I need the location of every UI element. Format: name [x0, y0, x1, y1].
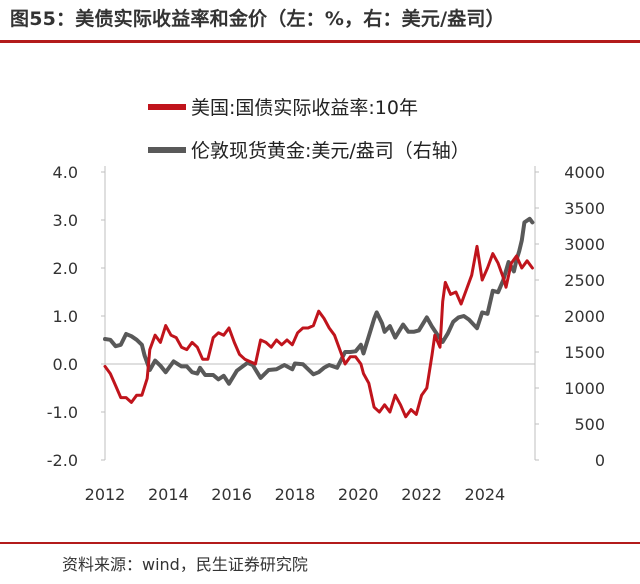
- x-tick-label: 2014: [148, 485, 189, 504]
- right-tick-label: 1500: [564, 343, 605, 362]
- series-lines: [103, 216, 535, 419]
- left-tick-label: 0.0: [53, 355, 78, 374]
- real-yield-line: [103, 244, 534, 419]
- x-tick-label: 2012: [85, 485, 126, 504]
- x-tick-label: 2024: [465, 485, 506, 504]
- gold-price-line: [103, 216, 535, 386]
- x-axis-tick-labels: 2012 2014 2016 2018 2020 2022 2024: [85, 485, 506, 504]
- right-tick-label: 2500: [564, 271, 605, 290]
- right-tick-label: 3500: [564, 199, 605, 218]
- left-tick-label: 4.0: [53, 163, 78, 182]
- right-tick-label: 3000: [564, 235, 605, 254]
- left-axis-tick-labels: 4.0 3.0 2.0 1.0 0.0 -1.0 -2.0: [47, 163, 105, 470]
- source-note: 资料来源：wind，民生证券研究院: [62, 555, 308, 574]
- right-tick-label: 4000: [564, 163, 605, 182]
- left-tick-label: 3.0: [53, 211, 78, 230]
- left-tick-label: -2.0: [47, 451, 78, 470]
- x-tick-label: 2020: [338, 485, 379, 504]
- x-tick-label: 2022: [401, 485, 442, 504]
- right-axis-tick-labels: 4000 3500 3000 2500 2000 1500 1000 500 0: [535, 163, 605, 470]
- left-tick-label: 2.0: [53, 259, 78, 278]
- right-tick-label: 500: [574, 415, 605, 434]
- title-divider: [0, 40, 640, 43]
- legend-label: 伦敦现货黄金:美元/盎司（右轴）: [191, 140, 470, 162]
- footer-divider: [0, 542, 640, 544]
- x-tick-label: 2018: [275, 485, 316, 504]
- x-tick-label: 2016: [211, 485, 252, 504]
- right-tick-label: 1000: [564, 379, 605, 398]
- figure-title: 图55：美债实际收益率和金价（左：%，右：美元/盎司）: [10, 8, 505, 30]
- right-tick-label: 0: [595, 451, 605, 470]
- left-tick-label: 1.0: [53, 307, 78, 326]
- legend-label: 美国:国债实际收益率:10年: [191, 97, 418, 119]
- right-tick-label: 2000: [564, 307, 605, 326]
- left-tick-label: -1.0: [47, 403, 78, 422]
